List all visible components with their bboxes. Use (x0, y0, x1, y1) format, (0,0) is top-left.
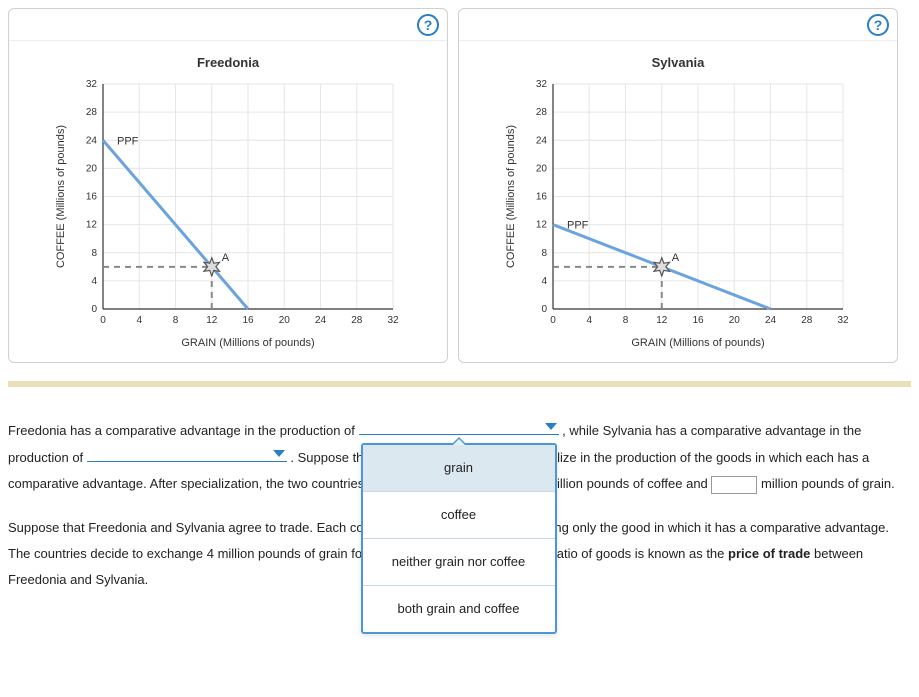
section-divider (8, 381, 911, 387)
blank-select-2[interactable] (87, 444, 287, 462)
text-p1e: million pounds of grain. (761, 476, 895, 491)
chart-area[interactable]: PPF A 00 4 4 8 8 12 12 16 16 20 20 24 24 28 28 32 32 GRAIN … (9, 74, 447, 354)
chart-panel: ? Sylvania PPF A 00 4 4 8 8 12 12 16 16 20 20 24 24 28 2… (458, 8, 898, 363)
svg-text:16: 16 (692, 315, 704, 326)
svg-text:32: 32 (837, 315, 849, 326)
svg-text:24: 24 (86, 135, 98, 146)
dropdown-item[interactable]: neither grain nor coffee (363, 539, 555, 586)
svg-text:24: 24 (536, 135, 548, 146)
svg-text:28: 28 (86, 107, 98, 118)
svg-text:0: 0 (541, 304, 547, 315)
text-p2b: price of trade (728, 546, 810, 561)
svg-text:20: 20 (536, 163, 548, 174)
dropdown-item[interactable]: grain (363, 445, 555, 492)
svg-text:8: 8 (623, 315, 629, 326)
svg-text:0: 0 (100, 315, 106, 326)
blank-select-1[interactable] (359, 417, 559, 435)
blank-input-grain[interactable] (711, 476, 757, 494)
svg-text:28: 28 (351, 315, 363, 326)
svg-text:PPF: PPF (117, 135, 139, 147)
svg-text:4: 4 (586, 315, 592, 326)
chart-title: Freedonia (9, 41, 447, 74)
dropdown-menu[interactable]: graincoffeeneither grain nor coffeeboth … (361, 443, 557, 634)
svg-text:8: 8 (541, 248, 547, 259)
chart-area[interactable]: PPF A 00 4 4 8 8 12 12 16 16 20 20 24 24 28 28 32 32 GRAIN … (459, 74, 897, 354)
svg-text:32: 32 (86, 79, 98, 90)
svg-text:GRAIN (Millions of pounds): GRAIN (Millions of pounds) (181, 337, 314, 349)
svg-text:20: 20 (729, 315, 741, 326)
svg-text:8: 8 (173, 315, 179, 326)
chart-title: Sylvania (459, 41, 897, 74)
charts-row: ? Freedonia PPFA004488121216162020242428… (8, 8, 911, 363)
help-icon[interactable]: ? (417, 14, 439, 36)
svg-text:PPF: PPF (567, 220, 589, 232)
chevron-down-icon (545, 423, 557, 431)
dropdown-pointer-icon (451, 437, 467, 445)
svg-text:16: 16 (86, 192, 98, 203)
svg-text:12: 12 (86, 220, 98, 231)
svg-text:4: 4 (91, 276, 97, 287)
help-icon[interactable]: ? (867, 14, 889, 36)
svg-text:24: 24 (765, 315, 777, 326)
svg-text:GRAIN (Millions of pounds): GRAIN (Millions of pounds) (631, 337, 764, 349)
chevron-down-icon (273, 450, 285, 458)
chart-header: ? (9, 9, 447, 41)
svg-text:32: 32 (387, 315, 399, 326)
svg-text:32: 32 (536, 79, 548, 90)
svg-text:COFFEE (Millions of pounds): COFFEE (Millions of pounds) (505, 125, 517, 268)
svg-text:12: 12 (206, 315, 218, 326)
svg-text:4: 4 (136, 315, 142, 326)
svg-text:12: 12 (656, 315, 668, 326)
svg-text:12: 12 (536, 220, 548, 231)
svg-text:20: 20 (279, 315, 291, 326)
dropdown-item[interactable]: both grain and coffee (363, 586, 555, 632)
svg-text:8: 8 (91, 248, 97, 259)
svg-text:0: 0 (550, 315, 556, 326)
svg-text:24: 24 (315, 315, 327, 326)
question-body: Freedonia has a comparative advantage in… (8, 417, 911, 593)
svg-text:16: 16 (242, 315, 254, 326)
svg-text:16: 16 (536, 192, 548, 203)
text-p1a: Freedonia has a comparative advantage in… (8, 423, 359, 438)
dropdown-item[interactable]: coffee (363, 492, 555, 539)
svg-text:COFFEE (Millions of pounds): COFFEE (Millions of pounds) (55, 125, 67, 268)
svg-text:4: 4 (541, 276, 547, 287)
chart-header: ? (459, 9, 897, 41)
text-p1d: million pounds of coffee and (546, 476, 711, 491)
svg-text:A: A (672, 252, 680, 264)
svg-text:A: A (222, 252, 230, 264)
svg-text:28: 28 (536, 107, 548, 118)
svg-text:28: 28 (801, 315, 813, 326)
svg-text:20: 20 (86, 163, 98, 174)
svg-text:0: 0 (91, 304, 97, 315)
chart-panel: ? Freedonia PPF A 00 4 4 8 8 12 12 16 16 20 20 24 24 28… (8, 8, 448, 363)
